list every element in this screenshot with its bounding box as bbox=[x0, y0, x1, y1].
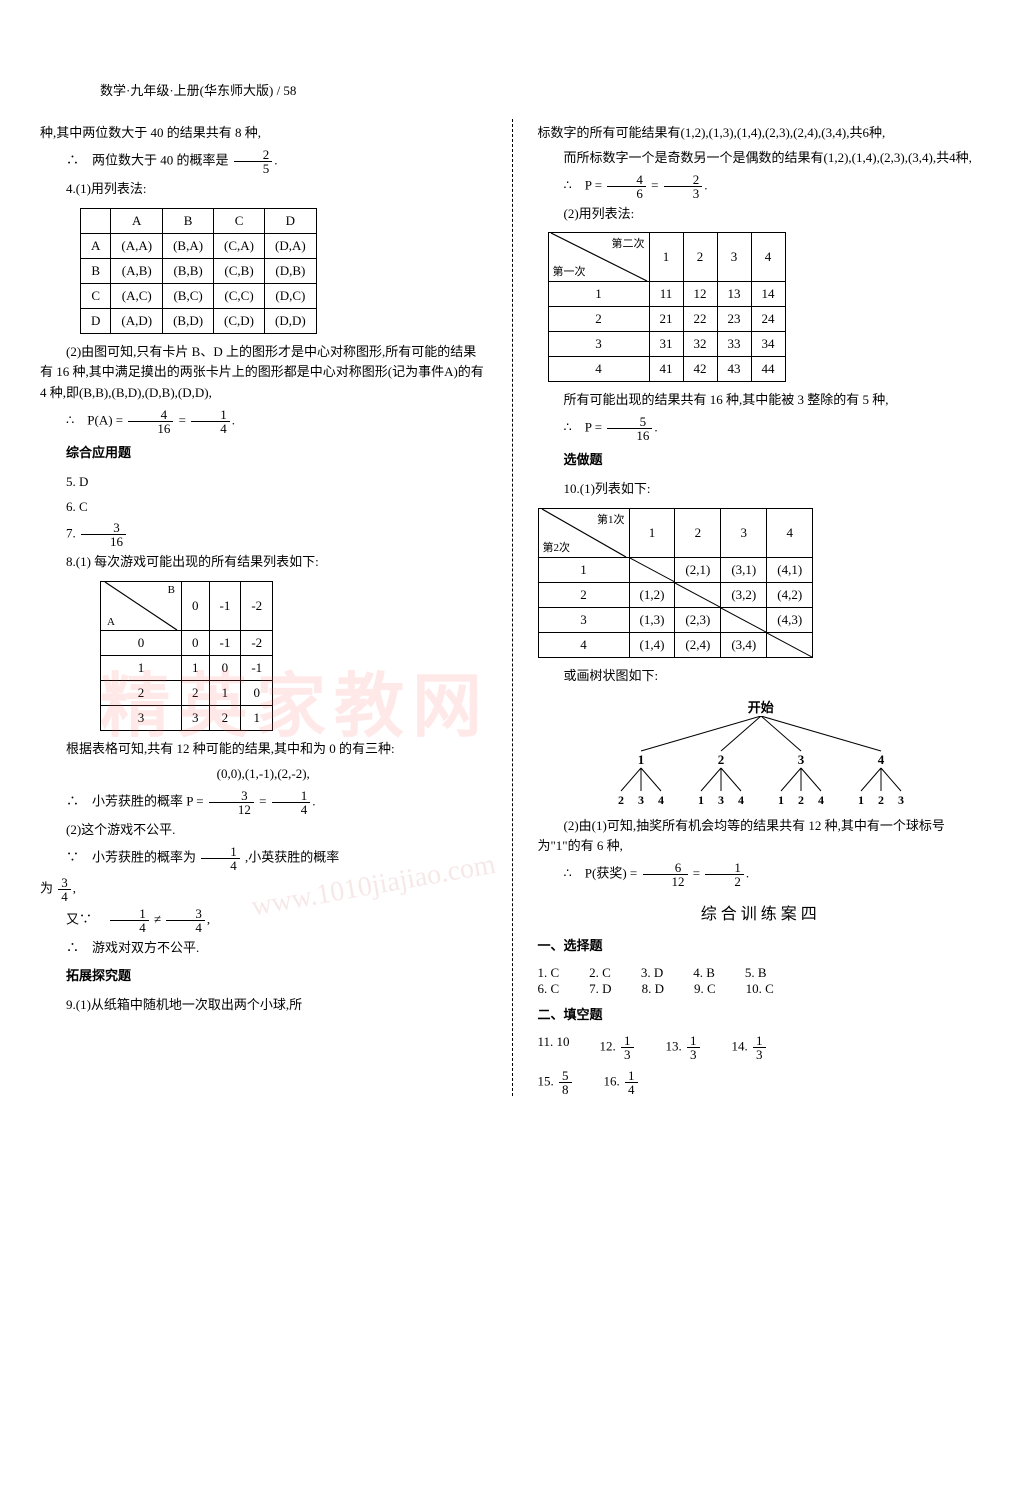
text-line: ∴ 两位数大于 40 的概率是 25. bbox=[40, 148, 487, 175]
tuples: (0,0),(1,-1),(2,-2), bbox=[40, 764, 487, 785]
text-line: ∴ 游戏对双方不公平. bbox=[40, 938, 487, 959]
text-line: 标数字的所有可能结果有(1,2),(1,3),(1,4),(2,3),(2,4)… bbox=[538, 123, 985, 144]
formula: ∴ P = 46 = 23. bbox=[538, 173, 985, 200]
section-title: 一、选择题 bbox=[538, 936, 985, 957]
formula: 又∵ 14 ≠ 34, bbox=[40, 907, 487, 934]
svg-text:3: 3 bbox=[638, 793, 644, 806]
text-line: (2)由(1)可知,抽奖所有机会均等的结果共有 12 种,其中有一个球标号为"1… bbox=[538, 816, 985, 858]
left-column: 种,其中两位数大于 40 的结果共有 8 种, ∴ 两位数大于 40 的概率是 … bbox=[40, 119, 487, 1096]
table-4: 第1次 第2次 1 2 3 4 1(2,1)(3,1)(4,1) 2(1,2)(… bbox=[538, 508, 814, 658]
text-line: 为 34, bbox=[40, 876, 487, 903]
column-divider bbox=[512, 119, 513, 1096]
svg-text:4: 4 bbox=[738, 793, 744, 806]
svg-text:1: 1 bbox=[778, 793, 784, 806]
section-title: 选做题 bbox=[538, 450, 985, 471]
text-line: 或画树状图如下: bbox=[538, 666, 985, 687]
table-3: 第二次 第一次 1 2 3 4 111121314 221222324 3313… bbox=[548, 232, 786, 382]
section-title: 综合应用题 bbox=[40, 443, 487, 464]
section-title: 二、填空题 bbox=[538, 1005, 985, 1026]
xuanze-answers: 6. C7. D8. D9. C10. C bbox=[538, 981, 985, 997]
text-line: 根据表格可知,共有 12 种可能的结果,其中和为 0 的有三种: bbox=[40, 739, 487, 760]
svg-text:2: 2 bbox=[878, 793, 884, 806]
tree-svg: 1 2 3 4 2 3 4 1 3 4 1 2 4 1 2 3 bbox=[591, 716, 931, 806]
formula: ∴ 小芳获胜的概率 P = 312 = 14. bbox=[40, 789, 487, 816]
q4-heading: 4.(1)用列表法: bbox=[40, 179, 487, 200]
right-column: 标数字的所有可能结果有(1,2),(1,3),(1,4),(2,3),(2,4)… bbox=[538, 119, 985, 1096]
table-1: A B C D A(A,A)(B,A)(C,A)(D,A) B(A,B)(B,B… bbox=[80, 208, 317, 334]
text-line: ∵ 小芳获胜的概率为 14 ,小英获胜的概率 bbox=[40, 845, 487, 872]
text-line: 而所标数字一个是奇数另一个是偶数的结果有(1,2),(1,4),(2,3),(3… bbox=[538, 148, 985, 169]
text-line: 所有可能出现的结果共有 16 种,其中能被 3 整除的有 5 种, bbox=[538, 390, 985, 411]
svg-text:4: 4 bbox=[818, 793, 824, 806]
text: ∴ 两位数大于 40 的概率是 bbox=[66, 152, 229, 167]
formula: ∴ P = 516. bbox=[538, 415, 985, 442]
svg-text:2: 2 bbox=[618, 793, 624, 806]
page-header: 数学·九年级·上册(华东师大版) / 58 bbox=[40, 80, 984, 99]
xuanze-answers: 1. C2. C3. D4. B5. B bbox=[538, 965, 985, 981]
zonghe-title: 综合训练案四 bbox=[538, 900, 985, 924]
svg-text:1: 1 bbox=[638, 752, 645, 767]
text-line: (2)用列表法: bbox=[538, 204, 985, 225]
svg-text:2: 2 bbox=[718, 752, 725, 767]
q5: 5. D bbox=[40, 472, 487, 493]
svg-text:3: 3 bbox=[718, 793, 724, 806]
section-title: 拓展探究题 bbox=[40, 966, 487, 987]
text-line: (2)由图可知,只有卡片 B、D 上的图形才是中心对称图形,所有可能的结果有 1… bbox=[40, 342, 487, 404]
text-line: 种,其中两位数大于 40 的结果共有 8 种, bbox=[40, 123, 487, 144]
diagonal-header: B A bbox=[101, 582, 182, 631]
formula: ∴ P(获奖) = 612 = 12. bbox=[538, 861, 985, 888]
q6: 6. C bbox=[40, 497, 487, 518]
svg-text:3: 3 bbox=[798, 752, 805, 767]
table-2: B A 0 -1 -2 00-1-2 110-1 2210 3321 bbox=[100, 581, 273, 731]
text-line: (2)这个游戏不公平. bbox=[40, 820, 487, 841]
svg-text:4: 4 bbox=[878, 752, 885, 767]
svg-text:3: 3 bbox=[898, 793, 904, 806]
tree-diagram: 开始 1 2 3 4 2 3 4 1 3 4 1 2 4 bbox=[538, 697, 985, 806]
diagonal-header: 第二次 第一次 bbox=[548, 233, 649, 282]
q8-heading: 8.(1) 每次游戏可能出现的所有结果列表如下: bbox=[40, 552, 487, 573]
columns-container: 种,其中两位数大于 40 的结果共有 8 种, ∴ 两位数大于 40 的概率是 … bbox=[40, 119, 984, 1096]
tree-start: 开始 bbox=[538, 697, 985, 716]
svg-text:1: 1 bbox=[858, 793, 864, 806]
svg-text:4: 4 bbox=[658, 793, 664, 806]
diagonal-header: 第1次 第2次 bbox=[538, 508, 629, 557]
svg-text:1: 1 bbox=[698, 793, 704, 806]
q10-heading: 10.(1)列表如下: bbox=[538, 479, 985, 500]
svg-text:2: 2 bbox=[798, 793, 804, 806]
formula: ∴ P(A) = 416 = 14. bbox=[40, 408, 487, 435]
fraction: 25 bbox=[234, 148, 273, 175]
page: 数学·九年级·上册(华东师大版) / 58 种,其中两位数大于 40 的结果共有… bbox=[0, 0, 1024, 1126]
q9: 9.(1)从纸箱中随机地一次取出两个小球,所 bbox=[40, 995, 487, 1016]
q7: 7. 316 bbox=[40, 521, 487, 548]
tiankong-answers: 11. 10 12. 13 13. 13 14. 13 bbox=[538, 1034, 985, 1061]
tiankong-answers: 15. 58 16. 14 bbox=[538, 1069, 985, 1096]
